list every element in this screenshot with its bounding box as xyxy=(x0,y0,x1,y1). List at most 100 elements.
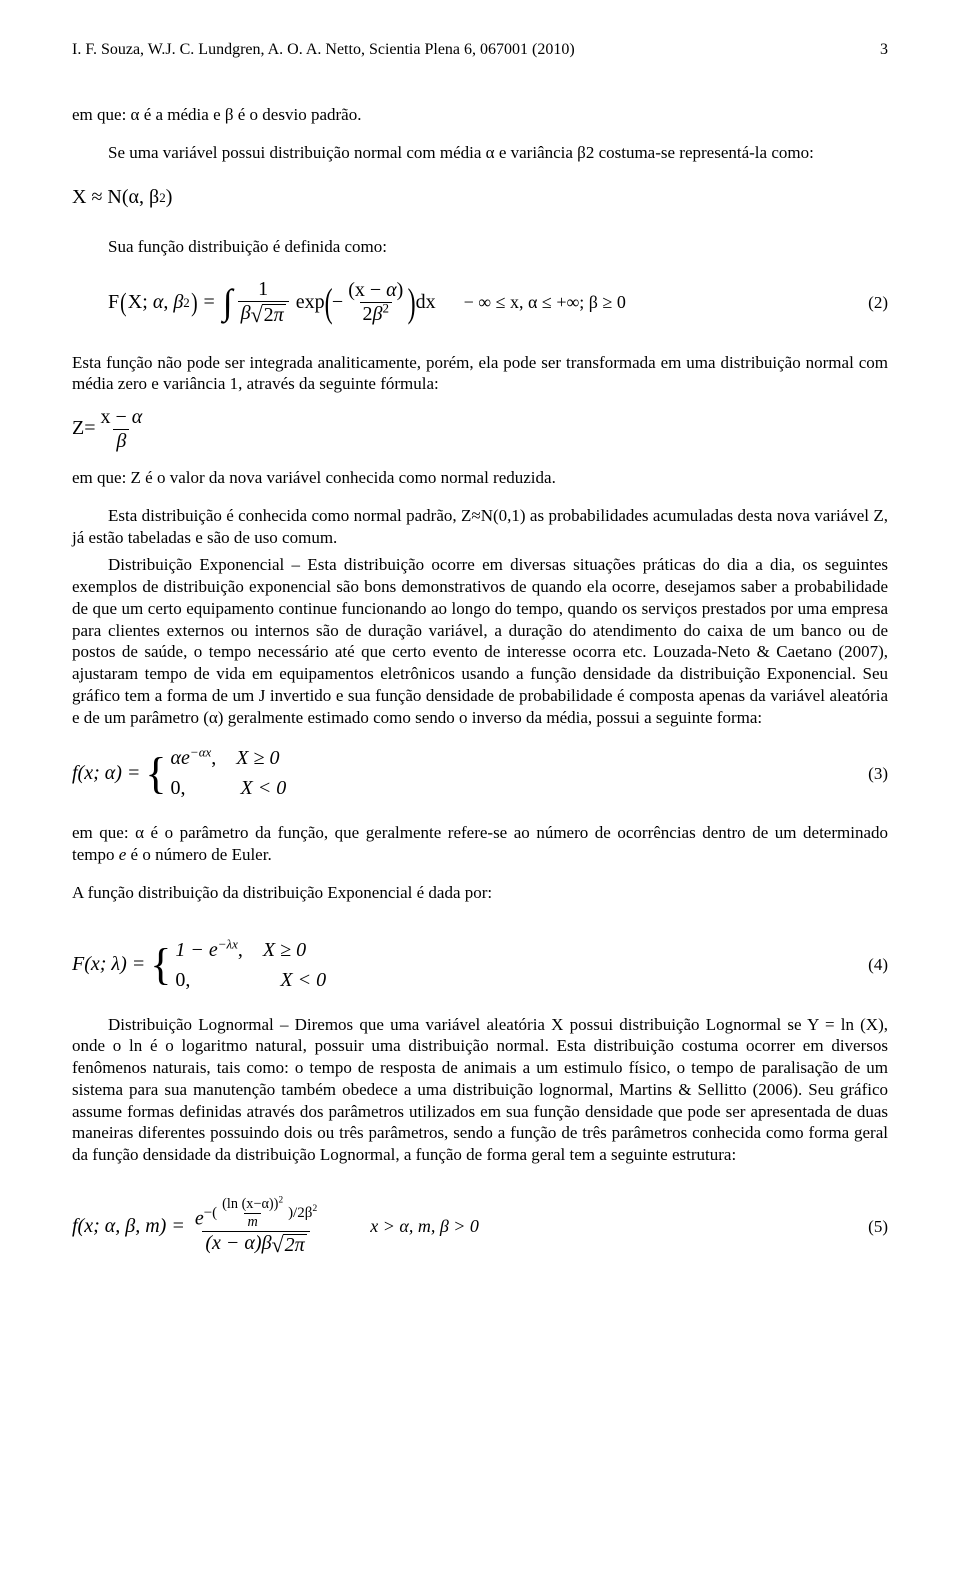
eqz-num: x − α xyxy=(98,407,146,429)
eq2-exp: exp xyxy=(296,290,325,316)
eq2-F: F xyxy=(108,290,119,316)
eq2-x: x xyxy=(355,279,365,301)
brace-icon-2: { xyxy=(150,947,171,982)
eq2-den2: 2β2 xyxy=(360,302,392,325)
equation-5: f(x; α, β, m) = e−((ln (x−α))2m)/2β2 (x … xyxy=(72,1192,888,1262)
integral-sign: ∫ xyxy=(223,288,233,317)
p8-c: é o número de Euler. xyxy=(126,845,271,864)
equation-4-number: (4) xyxy=(848,954,888,976)
eq4-row1: 1 − e−λx, X ≥ 0 xyxy=(175,935,326,965)
sqrt2: √2π xyxy=(272,1233,307,1256)
eqz-x: x xyxy=(101,406,111,428)
eq5-ln: (ln (x−α)) xyxy=(222,1196,278,1212)
eq5-frac: e−((ln (x−α))2m)/2β2 (x − α)β√2π xyxy=(192,1197,320,1256)
equation-3-body: f(x; α) = { αe−αx, X ≥ 0 0, X < 0 xyxy=(72,743,848,803)
eq3-r1s: −αx xyxy=(190,745,211,760)
eq4-r2c: X < 0 xyxy=(280,969,326,991)
eq4-lhs: F(x; λ) = xyxy=(72,952,145,978)
brace-icon: { xyxy=(145,756,166,791)
eq2-num1: 1 xyxy=(255,279,271,301)
eq2-dx: dx xyxy=(416,290,436,316)
eq-xn-rhs: ) xyxy=(166,185,173,211)
paragraph-lognormal: Distribuição Lognormal – Diremos que uma… xyxy=(72,1014,888,1166)
eq5-cond: x > α, m, β > 0 xyxy=(370,1215,479,1238)
rparen: ) xyxy=(191,291,198,314)
equation-x-normal: X ≈ N(α, β2 ) xyxy=(72,174,888,222)
equation-5-body: f(x; α, β, m) = e−((ln (x−α))2m)/2β2 (x … xyxy=(72,1197,848,1256)
eq3-r1c: X ≥ 0 xyxy=(236,747,279,769)
eqz-b: β xyxy=(113,429,129,452)
equation-4-body: F(x; λ) = { 1 − e−λx, X ≥ 0 0, X < 0 xyxy=(72,935,848,995)
eq2-b3: β xyxy=(373,303,383,325)
equation-4: F(x; λ) = { 1 − e−λx, X ≥ 0 0, X < 0 (4) xyxy=(72,930,888,1000)
header-left: I. F. Souza, W.J. C. Lundgren, A. O. A. … xyxy=(72,40,575,60)
eq5-m: m xyxy=(244,1213,260,1230)
eq3-r1a: αe xyxy=(171,747,190,769)
equation-5-number: (5) xyxy=(848,1216,888,1238)
eq5-den: (x − α)β√2π xyxy=(202,1231,309,1256)
eq5-mid: )/2β xyxy=(288,1205,312,1221)
paragraph-intro: em que: α é a média e β é o desvio padrã… xyxy=(72,104,888,126)
running-head: I. F. Souza, W.J. C. Lundgren, A. O. A. … xyxy=(72,40,888,60)
paragraph-alpha-param: em que: α é o parâmetro da função, que g… xyxy=(72,822,888,866)
eq2-pi: π xyxy=(274,304,284,326)
eq5-innerfrac: (ln (x−α))2m xyxy=(219,1197,286,1230)
eq2-den1: β√2π xyxy=(238,301,289,326)
equation-3: f(x; α) = { αe−αx, X ≥ 0 0, X < 0 (3) xyxy=(72,738,888,808)
eq3-r2c: X < 0 xyxy=(241,777,287,799)
eq2-cond: − ∞ ≤ x, α ≤ +∞; β ≥ 0 xyxy=(464,291,626,314)
eq-xn-lhs: X ≈ N(α, β xyxy=(72,185,159,211)
eq3-r2a: 0, xyxy=(171,777,186,799)
eq5-d1: (x − α)β xyxy=(205,1233,271,1255)
eq2-2d: 2 xyxy=(382,301,389,316)
lparen-big: ( xyxy=(324,285,332,321)
eq5-expp: −( xyxy=(204,1205,217,1221)
eq5-exp: −((ln (x−α))2m)/2β2 xyxy=(204,1205,318,1221)
equation-2-body: F ( X; α, β2 ) = ∫ 1 β√2π exp ( − (x − α… xyxy=(72,279,848,326)
equation-3-number: (3) xyxy=(848,763,888,785)
eq3-row1: αe−αx, X ≥ 0 xyxy=(171,743,287,773)
eq3-row2: 0, X < 0 xyxy=(171,773,287,803)
eq4-cases: { 1 − e−λx, X ≥ 0 0, X < 0 xyxy=(150,935,326,995)
paragraph-standard-normal: Esta distribuição é conhecida como norma… xyxy=(72,505,888,549)
paragraph-cdf-exp: A função distribuição da distribuição Ex… xyxy=(72,882,888,904)
eq2-frac2: (x − α) 2β2 xyxy=(345,280,406,325)
eq2-2c: 2 xyxy=(363,303,373,325)
equation-2-number: (2) xyxy=(848,292,888,314)
paragraph-z-desc: em que: Z é o valor da nova variável con… xyxy=(72,467,888,489)
eqz-Z: Z xyxy=(72,416,84,442)
eq4-r2a: 0, xyxy=(175,969,190,991)
eq2-a2: α xyxy=(386,279,397,301)
eq5-lns: 2 xyxy=(278,1196,283,1206)
paragraph-normal-def: Se uma variável possui distribuição norm… xyxy=(72,142,888,164)
eqz-a: α xyxy=(132,406,143,428)
eqz-frac: x − α β xyxy=(98,407,146,452)
eq2-X: X xyxy=(128,290,142,316)
eq5-d2: 2π xyxy=(283,1234,307,1256)
paragraph-transform: Esta função não pode ser integrada anali… xyxy=(72,352,888,396)
eq5-in-n: (ln (x−α))2 xyxy=(219,1197,286,1213)
equation-2: F ( X; α, β2 ) = ∫ 1 β√2π exp ( − (x − α… xyxy=(72,268,888,338)
eq5-num: e−((ln (x−α))2m)/2β2 xyxy=(192,1197,320,1231)
eq3-lhs: f(x; α) = xyxy=(72,761,140,787)
eq4-r1s: −λx xyxy=(218,936,238,951)
eq5-mids: 2 xyxy=(312,1203,317,1214)
eq3-cases: { αe−αx, X ≥ 0 0, X < 0 xyxy=(145,743,286,803)
eq5-lhs: f(x; α, β, m) = xyxy=(72,1214,185,1240)
eq2-num2: (x − α) xyxy=(345,280,406,302)
eq2-b2: β xyxy=(241,302,251,324)
eq4-r1a: 1 − e xyxy=(175,939,217,961)
lparen: ( xyxy=(120,291,127,314)
paragraph-exponential: Distribuição Exponencial – Esta distribu… xyxy=(72,554,888,728)
sqrt1: √2π xyxy=(251,303,286,326)
eq4-r1c: X ≥ 0 xyxy=(263,939,306,961)
page-number: 3 xyxy=(880,40,888,60)
eq2-b: β xyxy=(173,290,183,316)
eq2-frac1: 1 β√2π xyxy=(238,279,289,326)
eq4-row2: 0, X < 0 xyxy=(175,965,326,995)
rparen-big: ) xyxy=(408,285,416,321)
equation-z: Z = x − α β xyxy=(72,405,888,453)
eq2-a: α xyxy=(153,290,164,316)
paragraph-dist-def: Sua função distribuição é definida como: xyxy=(72,236,888,258)
eq5-e: e xyxy=(195,1208,204,1230)
